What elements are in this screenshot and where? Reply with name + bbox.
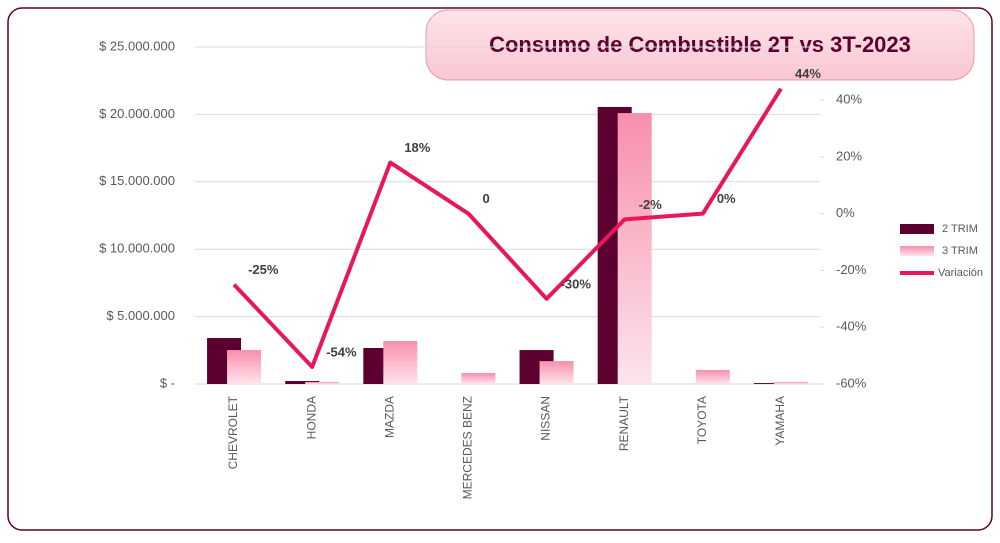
bar	[305, 381, 340, 384]
y-tick-label: $ 10.000.000	[99, 241, 175, 256]
x-tick-label: RENAULT	[617, 395, 631, 451]
bar	[773, 381, 808, 384]
y-tick-label: $ -	[160, 375, 175, 390]
y-tick-label: $ 20.000.000	[99, 106, 175, 121]
bar	[539, 361, 574, 384]
x-tick-label: MAZDA	[382, 396, 396, 438]
bar	[285, 381, 320, 384]
bar	[695, 369, 730, 384]
x-tick-label: CHEVROLET	[226, 395, 240, 469]
legend-label: Variación	[938, 267, 983, 279]
y2-tick-label: 20%	[836, 148, 862, 163]
y2-tick-label: 40%	[836, 92, 862, 107]
x-tick-label: TOYOTA	[695, 396, 709, 444]
x-tick-label: HONDA	[304, 396, 318, 439]
legend-swatch	[900, 224, 934, 234]
y2-tick-label: -40%	[836, 319, 867, 334]
legend-label: 3 TRIM	[942, 245, 978, 257]
data-label: -54%	[326, 344, 357, 359]
legend-swatch	[900, 246, 934, 256]
bar	[383, 340, 418, 384]
data-label: -2%	[639, 197, 663, 212]
x-tick-label: YAMAHA	[773, 396, 787, 446]
bar	[461, 372, 496, 384]
x-tick-label: MERCEDES BENZ	[461, 396, 475, 499]
data-label: -30%	[561, 276, 592, 291]
x-tick-label: NISSAN	[539, 396, 553, 441]
data-label: 18%	[404, 140, 430, 155]
bar	[227, 350, 262, 384]
y-tick-label: $ 5.000.000	[106, 308, 175, 323]
title-box	[425, 9, 975, 81]
legend-label: 2 TRIM	[942, 223, 978, 235]
y2-tick-label: 0%	[836, 205, 855, 220]
chart-title: Consumo de Combustible 2T vs 3T-2023	[489, 32, 911, 57]
y-tick-label: $ 25.000.000	[99, 38, 175, 53]
data-label: 0%	[717, 191, 736, 206]
bar	[617, 113, 652, 384]
card	[7, 7, 993, 531]
y2-tick-label: -60%	[836, 375, 867, 390]
data-label: 44%	[795, 66, 821, 81]
data-label: -25%	[248, 262, 279, 277]
bar	[753, 383, 788, 384]
data-label: 0	[482, 191, 489, 206]
y-tick-label: $ 15.000.000	[99, 173, 175, 188]
y2-tick-label: -20%	[836, 262, 867, 277]
variation-line	[232, 87, 783, 369]
